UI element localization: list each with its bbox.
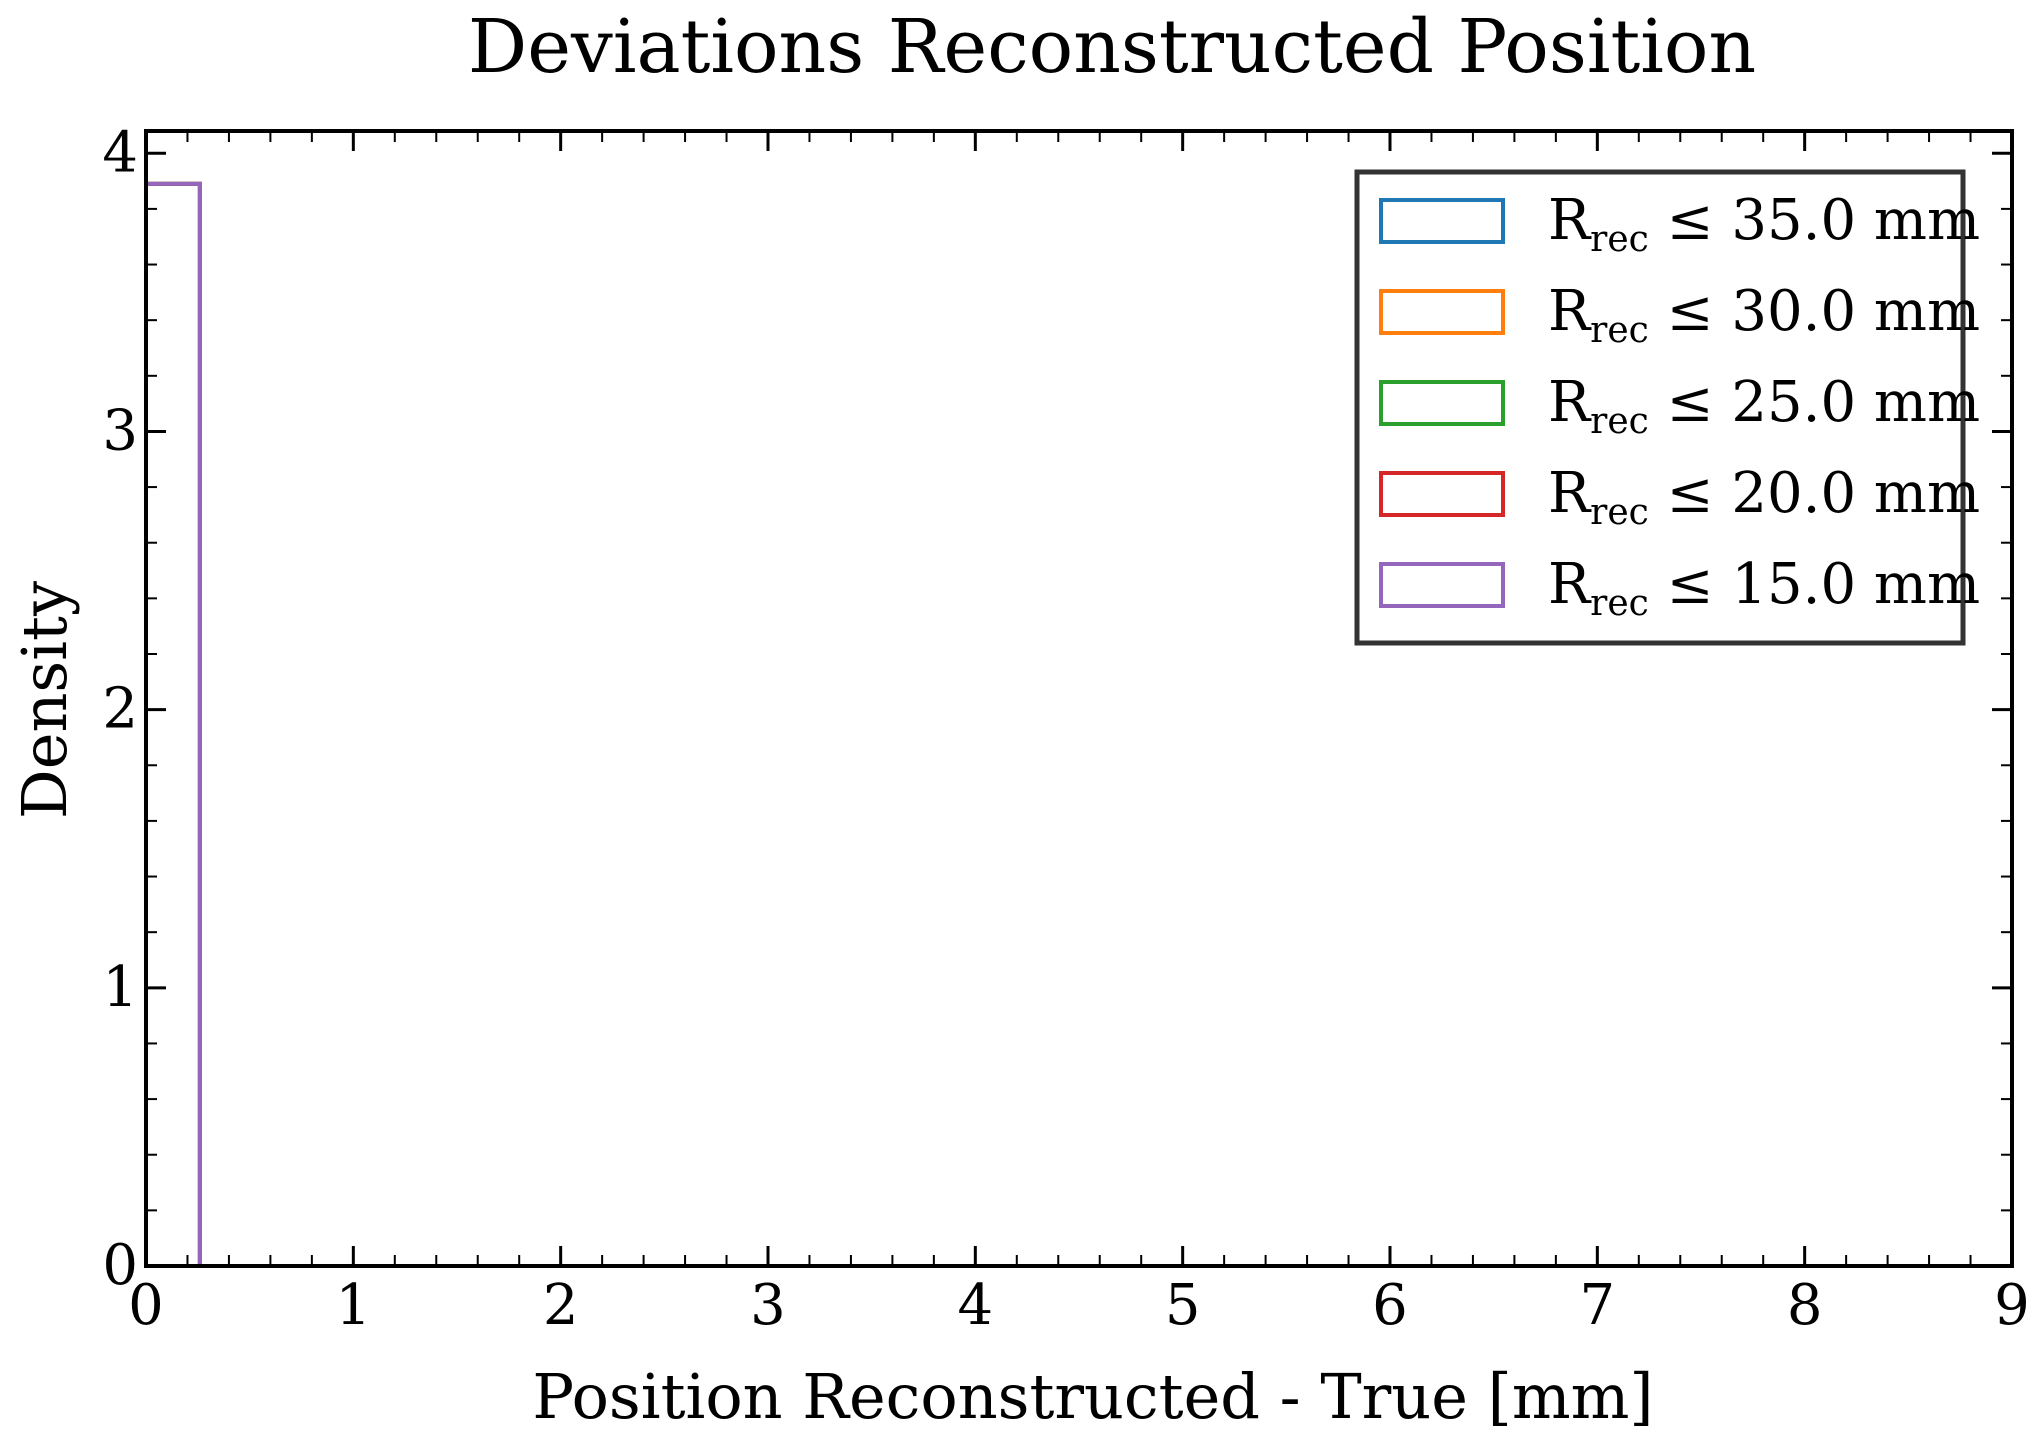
histogram-series-0 — [144, 181, 202, 1266]
legend-swatch — [1379, 471, 1505, 517]
y-tick-label: 1 — [102, 955, 138, 1020]
legend: Rrec ≤ 35.0 mm Rrec ≤ 30.0 mm Rrec ≤ 25.0 … — [1354, 169, 1980, 646]
y-tick-label: 4 — [102, 120, 138, 185]
x-tick-label: 6 — [1372, 1273, 1408, 1338]
y-axis-label: Density — [8, 581, 81, 819]
y-tick-label: 0 — [102, 1233, 138, 1298]
x-tick-label: 7 — [1580, 1273, 1616, 1338]
legend-label: Rrec ≤ 35.0 mm — [1548, 188, 1980, 260]
histogram-series-4 — [144, 181, 202, 1266]
x-tick-label: 1 — [336, 1273, 372, 1338]
x-tick-label: 0 — [128, 1273, 164, 1338]
plot-frame — [144, 129, 2014, 1268]
y-tick-label: 2 — [102, 677, 138, 742]
ticks-layer: 0 1 2 3 4 5 6 7 8 9 0 1 2 3 4 — [102, 120, 2029, 1338]
x-tick-label: 8 — [1787, 1273, 1823, 1338]
legend-swatch — [1379, 562, 1505, 608]
x-tick-label: 4 — [958, 1273, 994, 1338]
histogram-series-3 — [144, 181, 202, 1266]
legend-label: Rrec ≤ 25.0 mm — [1548, 370, 1980, 442]
x-tick-label: 2 — [543, 1273, 579, 1338]
histogram-series-1 — [144, 181, 202, 1266]
x-tick-label: 9 — [1994, 1273, 2030, 1338]
chart-title: Deviations Reconstructed Position — [468, 4, 1756, 90]
series-layer — [144, 181, 202, 1266]
x-tick-label: 3 — [750, 1273, 786, 1338]
legend-swatch — [1379, 289, 1505, 335]
legend-swatch — [1379, 380, 1505, 426]
x-axis-label: Position Reconstructed - True [mm] — [532, 1360, 1653, 1433]
legend-label: Rrec ≤ 20.0 mm — [1548, 461, 1980, 533]
x-tick-label: 5 — [1165, 1273, 1201, 1338]
legend-label: Rrec ≤ 30.0 mm — [1548, 279, 1980, 351]
histogram-series-2 — [144, 181, 202, 1266]
legend-label: Rrec ≤ 15.0 mm — [1548, 552, 1980, 624]
legend-swatch — [1379, 198, 1505, 244]
y-tick-label: 3 — [102, 398, 138, 463]
